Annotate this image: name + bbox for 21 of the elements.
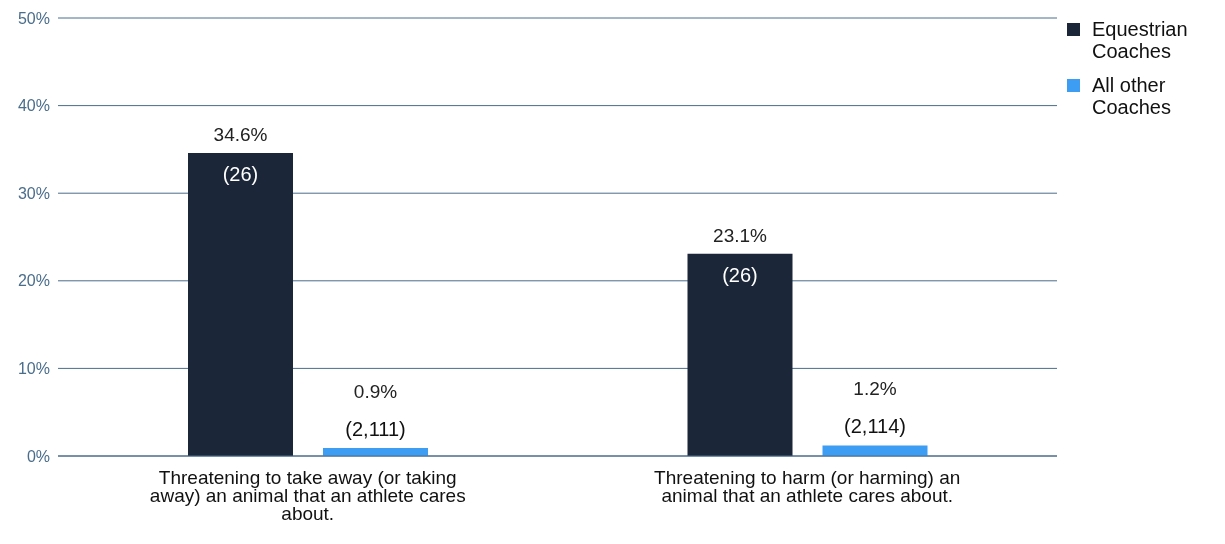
data-label: 1.2%	[853, 378, 897, 400]
y-tick-label: 10%	[17, 360, 50, 378]
y-tick-label: 0%	[26, 447, 50, 465]
bar	[188, 152, 293, 456]
data-label: 0.9%	[353, 381, 398, 403]
data-label: 34.6%	[213, 123, 268, 145]
annotation: (26)	[722, 263, 758, 286]
bar	[822, 445, 928, 456]
y-tick-label: 20%	[17, 272, 50, 290]
x-tick-label: Threatening to harm (or harming) an animal that an athlete cares about.	[654, 467, 961, 506]
data-label: 23.1%	[713, 224, 768, 246]
annotation: (2,111)	[345, 418, 406, 441]
legend-label: All other Coaches	[1092, 74, 1171, 118]
y-tick-label: 40%	[17, 97, 50, 115]
x-tick-label: Threatening to take away (or taking away) an animal that an athlete cares about.	[149, 467, 466, 524]
y-tick-label: 50%	[17, 9, 50, 27]
legend-label: Equestrian Coaches	[1092, 18, 1188, 62]
annotation: (2,114)	[844, 415, 906, 438]
bar	[687, 253, 793, 456]
annotation: (26)	[222, 162, 259, 185]
y-tick-label: 30%	[17, 184, 50, 202]
